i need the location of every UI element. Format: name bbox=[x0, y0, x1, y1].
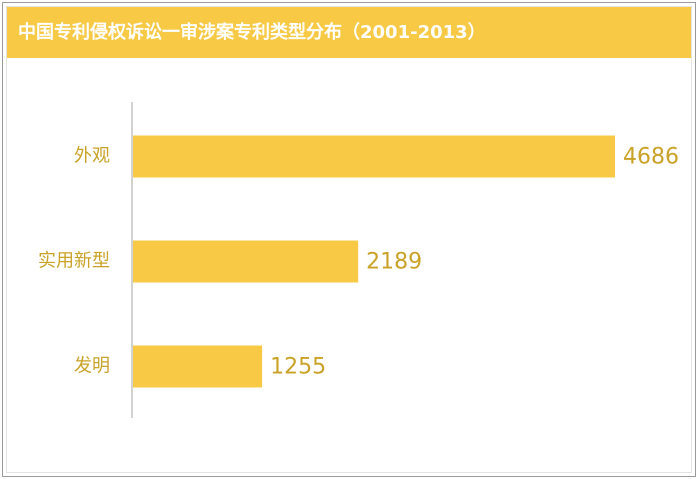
chart-title: 中国专利侵权诉讼一审涉案专利类型分布（2001-2013） bbox=[18, 21, 486, 43]
y-tick-label: 发明 bbox=[74, 356, 110, 377]
value-label: 4686 bbox=[623, 145, 679, 170]
value-label: 2189 bbox=[366, 250, 422, 275]
chart-frame bbox=[6, 6, 692, 473]
y-tick-label: 外观 bbox=[74, 146, 110, 167]
bar bbox=[133, 345, 263, 388]
bar bbox=[133, 240, 359, 283]
value-label: 1255 bbox=[270, 355, 326, 380]
bar bbox=[133, 135, 615, 178]
title-bar bbox=[7, 7, 691, 58]
y-tick-label: 实用新型 bbox=[38, 251, 110, 272]
